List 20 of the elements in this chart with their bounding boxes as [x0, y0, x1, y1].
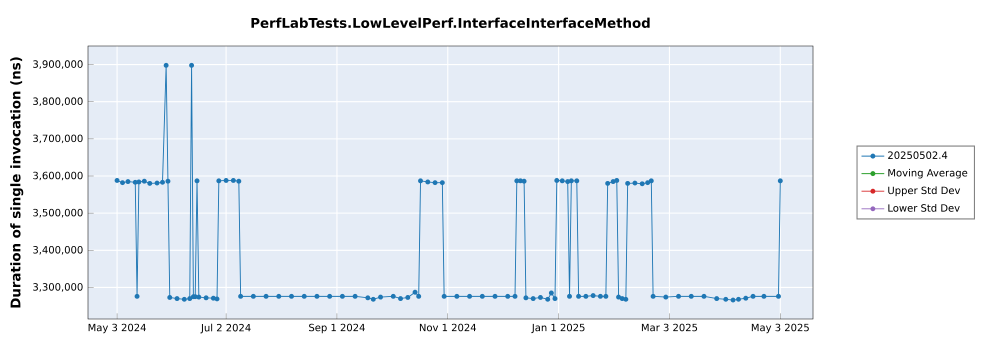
y-tick-label: 3,400,000 — [33, 246, 83, 255]
y-tick-label: 3,900,000 — [33, 60, 83, 69]
x-tick-label: Nov 1 2024 — [420, 324, 476, 332]
y-tick-label: 3,300,000 — [33, 283, 83, 292]
chart-title: PerfLabTests.LowLevelPerf.InterfaceInterfaceMethod — [251, 18, 650, 28]
x-tick-label: Sep 1 2024 — [309, 324, 365, 334]
y-tick-label: 3,500,000 — [33, 208, 83, 218]
y-axis-title: Duration of single invocation (ns) — [10, 57, 24, 308]
x-tick-label: Jul 2 2024 — [200, 324, 251, 334]
x-tick-label: Mar 3 2025 — [642, 324, 698, 332]
legend-label: 20250502.4 — [888, 151, 948, 159]
legend-label: Moving Average — [888, 168, 968, 178]
x-tick-label: May 3 2024 — [88, 324, 146, 334]
legend-label: Upper Std Dev — [888, 186, 960, 196]
x-tick-label: Jan 1 2025 — [531, 324, 585, 334]
y-tick-label: 3,800,000 — [33, 97, 83, 106]
legend-label: Lower Std Dev — [888, 204, 960, 212]
x-tick-label: May 3 2025 — [752, 324, 809, 334]
y-tick-label: 3,700,000 — [33, 134, 83, 144]
y-tick-label: 3,600,000 — [33, 172, 83, 180]
